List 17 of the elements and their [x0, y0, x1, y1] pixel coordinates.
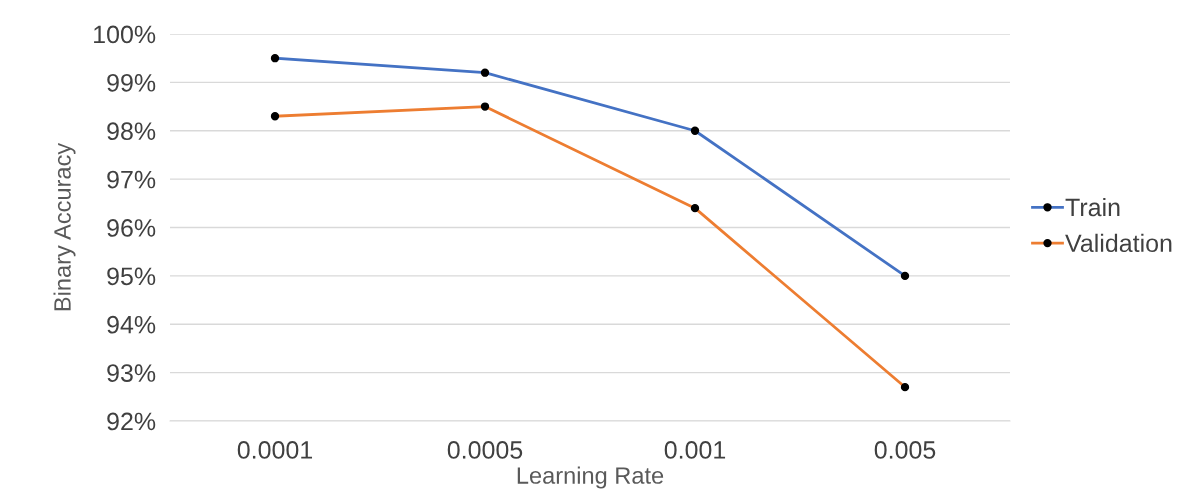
y-tick-label: 95%: [107, 267, 156, 286]
legend-label: Train: [1065, 197, 1120, 217]
x-tick-label: 0.001: [664, 441, 726, 459]
y-tick-label: 93%: [107, 364, 156, 382]
y-tick-label: 96%: [107, 219, 156, 237]
x-tick-label: 0.005: [874, 441, 936, 459]
y-tick-label: 97%: [107, 170, 156, 189]
x-tick-label: 0.0001: [237, 441, 313, 459]
y-tick-label: 100%: [94, 25, 156, 44]
y-tick-label: 98%: [107, 122, 156, 141]
y-tick-label: 99%: [107, 73, 156, 92]
legend-label: Validation: [1065, 233, 1172, 253]
y-axis-title: Binary Accuracy: [53, 142, 76, 311]
y-tick-label: 94%: [107, 315, 156, 334]
x-tick-label: 0.0005: [447, 441, 523, 459]
y-tick-label: 92%: [107, 412, 156, 431]
x-axis-title: Learning Rate: [517, 466, 664, 489]
